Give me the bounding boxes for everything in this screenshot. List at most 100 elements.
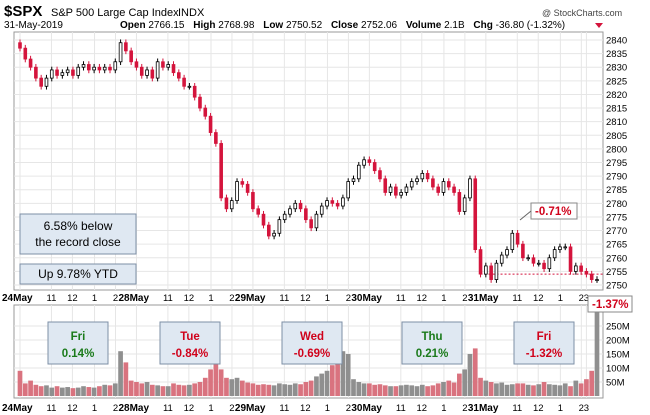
- candle-body: [441, 181, 446, 193]
- candle: [558, 243, 562, 253]
- candle: [256, 205, 261, 218]
- candle: [579, 262, 583, 275]
- ytd-note-text: Up 9.78% YTD: [38, 267, 118, 281]
- candle-body: [108, 66, 112, 71]
- candle: [589, 270, 594, 283]
- candle: [383, 175, 388, 196]
- volume-bar: [49, 387, 55, 396]
- price-tick-label: 2835: [606, 49, 627, 60]
- candle: [97, 63, 102, 74]
- candle: [55, 66, 59, 79]
- candle: [76, 63, 81, 79]
- daily-change-box: Tue -0.84%: [159, 321, 221, 365]
- price-tick-label: 2790: [606, 172, 627, 183]
- daily-change-day: Tue: [180, 331, 200, 343]
- volume-bar: [351, 379, 356, 396]
- price-axis: 2840 2835 2830 2825 2820 2815 2810 2805 2800 2795…: [606, 36, 627, 292]
- volume-bar: [112, 383, 118, 396]
- x-tick-label: 24May: [2, 293, 33, 304]
- candle-body: [71, 69, 75, 76]
- x-tick-label: 11: [163, 403, 173, 414]
- price-tick-label: 2770: [606, 226, 627, 237]
- open-value: 2766.15: [148, 20, 185, 31]
- candle-body: [198, 96, 202, 109]
- candle: [431, 175, 435, 191]
- volume-label: Volume: [406, 20, 442, 31]
- x-tick-label: 12: [184, 403, 195, 414]
- price-tick-label: 2755: [606, 267, 627, 278]
- candle-body: [521, 243, 525, 259]
- x-tick-label: 12: [533, 293, 544, 304]
- x-tick-label: 30May: [351, 403, 382, 414]
- volume-bar: [409, 385, 415, 396]
- candle-body: [446, 181, 451, 188]
- candle: [245, 181, 250, 196]
- volume-bar: [520, 383, 526, 396]
- price-tick-label: 2765: [606, 240, 627, 251]
- daily-change-box: Wed -0.69%: [281, 321, 343, 365]
- daily-change-bg: [281, 321, 343, 365]
- volume-bar: [419, 384, 425, 396]
- volume-bar: [171, 383, 176, 396]
- candle: [574, 262, 578, 275]
- candle: [494, 259, 499, 283]
- x-axis-top: 24May 11 12 1 2 28May 11 12 1 2 29May 11 12 1 2 30May 11…: [2, 293, 589, 304]
- candle: [134, 58, 139, 71]
- candle: [282, 210, 287, 223]
- candle-body: [256, 208, 261, 215]
- x-tick-label: 2: [579, 293, 584, 304]
- candle-body: [235, 181, 239, 202]
- candle: [367, 156, 372, 166]
- volume-bar: [345, 354, 351, 396]
- candle-body: [330, 200, 335, 204]
- candle: [108, 63, 112, 74]
- candle-body: [536, 262, 541, 265]
- x-tick-label: 1: [325, 403, 330, 414]
- candle-body: [473, 178, 478, 251]
- volume-bar: [404, 384, 409, 396]
- close-label: Close: [331, 20, 359, 31]
- volume-bar: [478, 377, 483, 396]
- candle: [325, 197, 329, 210]
- candle: [161, 58, 165, 71]
- volume-bar: [239, 380, 245, 396]
- candle-body: [462, 197, 467, 212]
- daily-change-box: Fri 0.14%: [47, 321, 109, 365]
- daily-change-bg: [401, 321, 463, 365]
- x-tick-label: 28May: [118, 293, 149, 304]
- volume-bar: [578, 383, 584, 396]
- volume-bar: [292, 383, 298, 396]
- price-tick-label: 2800: [606, 144, 627, 155]
- close-value: 2752.06: [361, 20, 398, 31]
- x-tick-label: 1: [441, 293, 446, 304]
- volume-bar: [38, 386, 44, 396]
- volume-bar: [86, 387, 92, 396]
- candle-body: [409, 181, 414, 188]
- copyright-text: @ StockCharts.com: [542, 8, 622, 18]
- chart-exchange: INDX: [178, 7, 205, 19]
- x-tick-label: 29May: [235, 293, 266, 304]
- daily-change-day: Thu: [421, 331, 442, 343]
- volume-bar: [441, 382, 446, 396]
- candle-body: [574, 265, 578, 272]
- volume-bar: [123, 362, 129, 396]
- volume-bar: [472, 348, 478, 396]
- daily-change-pct: 0.21%: [416, 348, 449, 360]
- candle: [547, 254, 552, 272]
- candle: [214, 129, 218, 147]
- x-tick-label: 2: [579, 403, 584, 414]
- candle: [277, 216, 282, 237]
- x-tick-label: 11: [512, 403, 522, 414]
- callout-pointer: [519, 210, 532, 221]
- candle-body: [18, 42, 22, 49]
- candle: [102, 63, 107, 74]
- chg-value: -36.80 (-1.32%): [496, 20, 565, 31]
- candle-body: [203, 107, 208, 117]
- candle: [192, 83, 197, 101]
- candle: [39, 74, 43, 90]
- volume-bar: [144, 382, 150, 396]
- volume-bar: [557, 385, 563, 396]
- volume-bar: [250, 383, 256, 396]
- candle: [478, 246, 483, 278]
- candle-body: [44, 77, 49, 87]
